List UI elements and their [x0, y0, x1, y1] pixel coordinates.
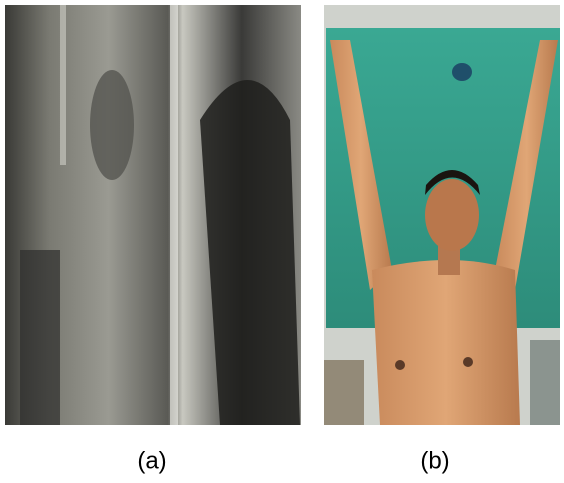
panel-caption: (b): [420, 447, 449, 474]
photo-b: [324, 5, 560, 425]
photo-a: [5, 5, 301, 425]
panel-caption: (a): [137, 447, 166, 474]
